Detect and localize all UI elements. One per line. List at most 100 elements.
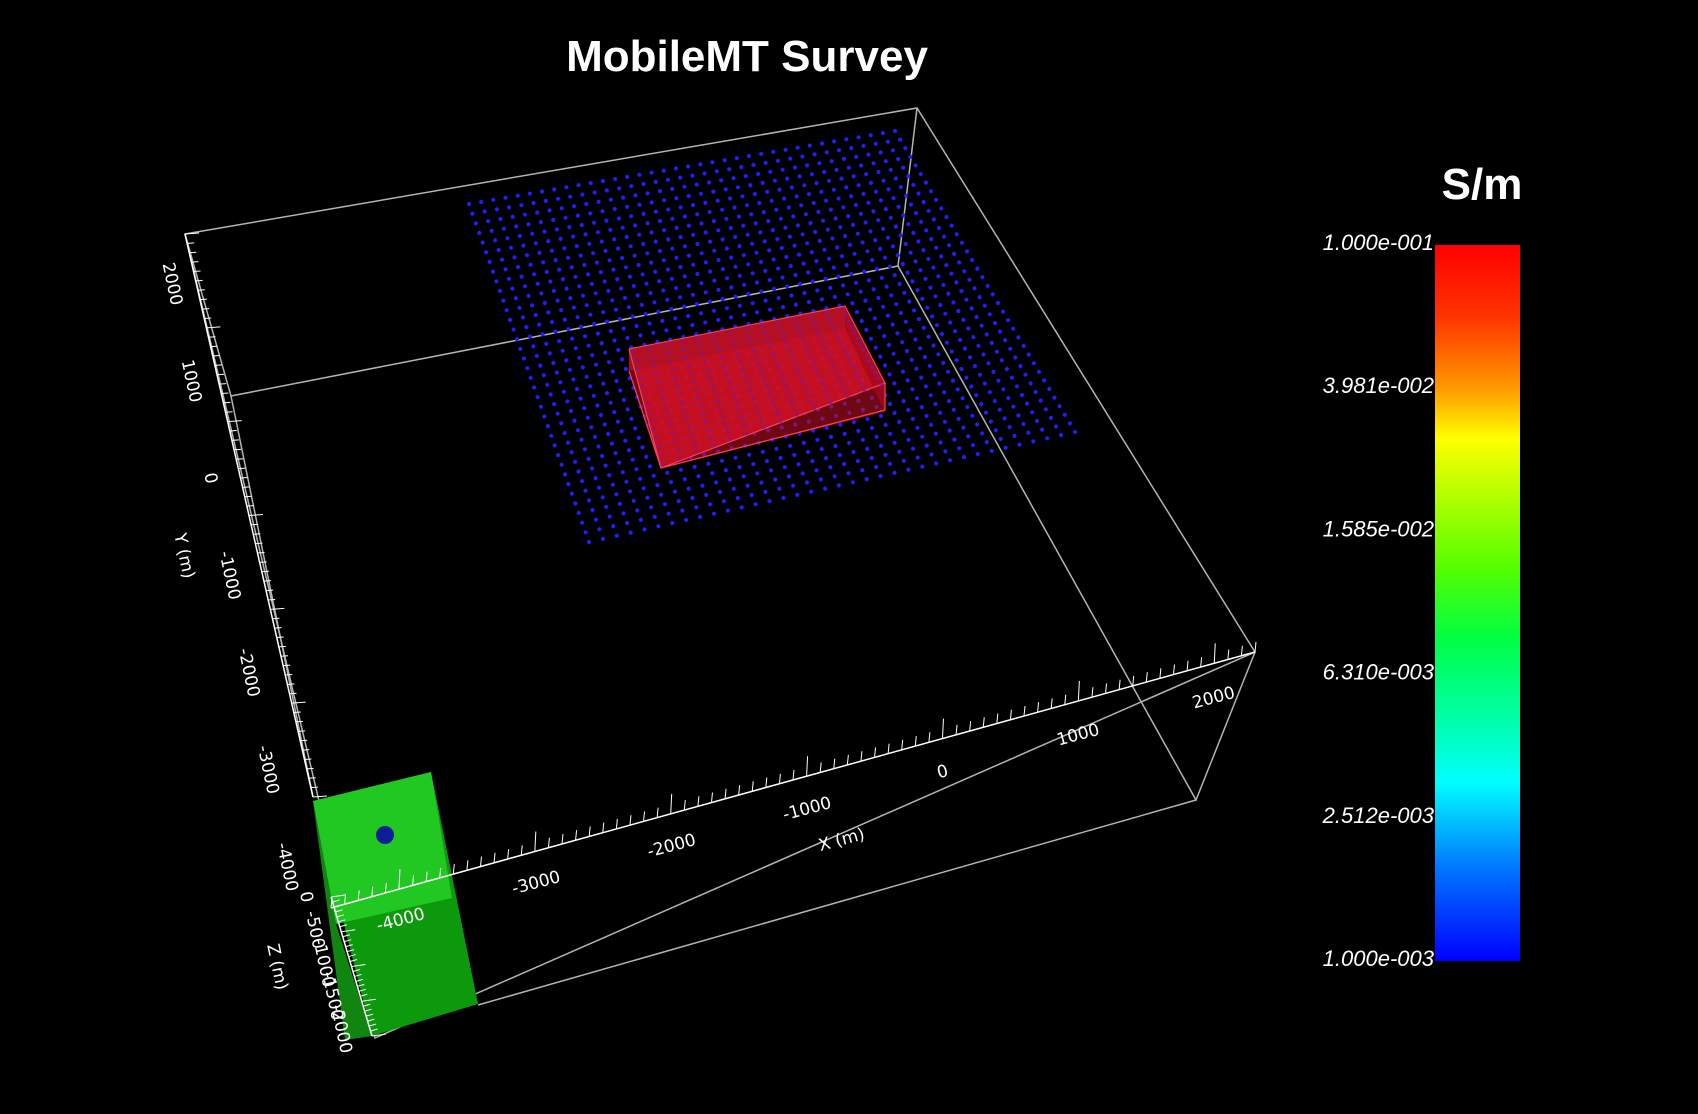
station-point (588, 211, 593, 216)
x-tick (656, 807, 659, 818)
station-point (728, 437, 732, 442)
station-point (967, 355, 973, 360)
station-point (873, 238, 878, 243)
station-point (760, 369, 764, 374)
station-point (592, 190, 597, 195)
station-point (774, 207, 779, 212)
station-point (984, 332, 989, 337)
station-point (622, 295, 628, 300)
station-point (494, 207, 499, 212)
station-point (607, 258, 612, 263)
station-point (551, 217, 556, 222)
station-point (801, 337, 805, 341)
station-point (928, 393, 933, 398)
station-point (559, 206, 564, 211)
station-point (602, 422, 607, 427)
station-point (571, 234, 576, 239)
station-point (837, 452, 842, 458)
station-point (793, 360, 797, 365)
station-point (586, 272, 591, 277)
station-point (678, 235, 683, 240)
station-point (910, 446, 916, 451)
station-point (896, 204, 901, 209)
station-point (741, 367, 745, 371)
z-tick (354, 973, 362, 977)
station-point (571, 377, 576, 382)
station-point (566, 327, 571, 332)
station-point (888, 167, 893, 172)
x-tick (860, 751, 863, 762)
station-point (885, 139, 891, 144)
station-point (971, 335, 976, 340)
station-point (486, 219, 491, 224)
station-point (1001, 387, 1006, 392)
station-point (689, 372, 694, 376)
station-point (837, 376, 841, 380)
station-point (586, 498, 592, 503)
station-point (998, 436, 1003, 442)
station-point (742, 312, 747, 317)
station-point (964, 375, 969, 380)
station-point (906, 467, 911, 472)
station-point (981, 352, 986, 357)
station-point (833, 329, 838, 333)
station-point (687, 425, 692, 430)
station-point (746, 334, 751, 339)
station-point (1031, 439, 1036, 444)
station-point (903, 241, 908, 247)
station-point (507, 205, 512, 210)
station-point (836, 335, 841, 339)
y-tick (221, 392, 229, 395)
station-point (890, 148, 896, 153)
station-point (831, 363, 836, 368)
x-tick-label: 2000 (1190, 683, 1237, 714)
station-point (662, 228, 667, 233)
station-point (487, 259, 492, 264)
station-point (531, 344, 536, 349)
station-point (589, 425, 594, 430)
station-point (827, 256, 832, 261)
station-point (608, 329, 613, 334)
station-point (669, 276, 675, 281)
station-point (815, 288, 820, 293)
station-point (569, 450, 574, 455)
station-point (1006, 318, 1011, 323)
y-tick (287, 683, 295, 685)
station-point (906, 222, 911, 227)
station-point (942, 419, 948, 424)
x-tick (792, 769, 795, 781)
station-point (627, 274, 633, 279)
station-point (641, 486, 646, 491)
station-point (685, 417, 689, 421)
station-point (1016, 413, 1021, 418)
station-point (1023, 372, 1028, 377)
station-point (838, 422, 843, 427)
x-tick (1037, 702, 1040, 713)
station-point (758, 230, 763, 235)
station-point (566, 482, 571, 487)
station-point (893, 176, 899, 181)
station-point (762, 376, 767, 381)
station-point (954, 280, 959, 285)
station-point (843, 234, 848, 239)
station-point (951, 407, 956, 412)
x-tick (928, 732, 931, 743)
station-point (729, 386, 734, 391)
station-point (846, 214, 851, 219)
station-point (532, 272, 537, 277)
station-point (676, 499, 681, 504)
station-point (598, 270, 603, 275)
station-point (1011, 404, 1016, 409)
station-point (639, 302, 644, 307)
station-point (600, 495, 605, 500)
station-point (557, 339, 562, 344)
station-point (737, 409, 741, 413)
station-point (850, 325, 854, 329)
station-point (625, 204, 630, 209)
station-point (860, 468, 865, 473)
station-point (515, 193, 520, 198)
station-point (1033, 389, 1038, 395)
station-point (966, 434, 971, 439)
station-point (580, 520, 585, 525)
x-tick (670, 793, 673, 814)
